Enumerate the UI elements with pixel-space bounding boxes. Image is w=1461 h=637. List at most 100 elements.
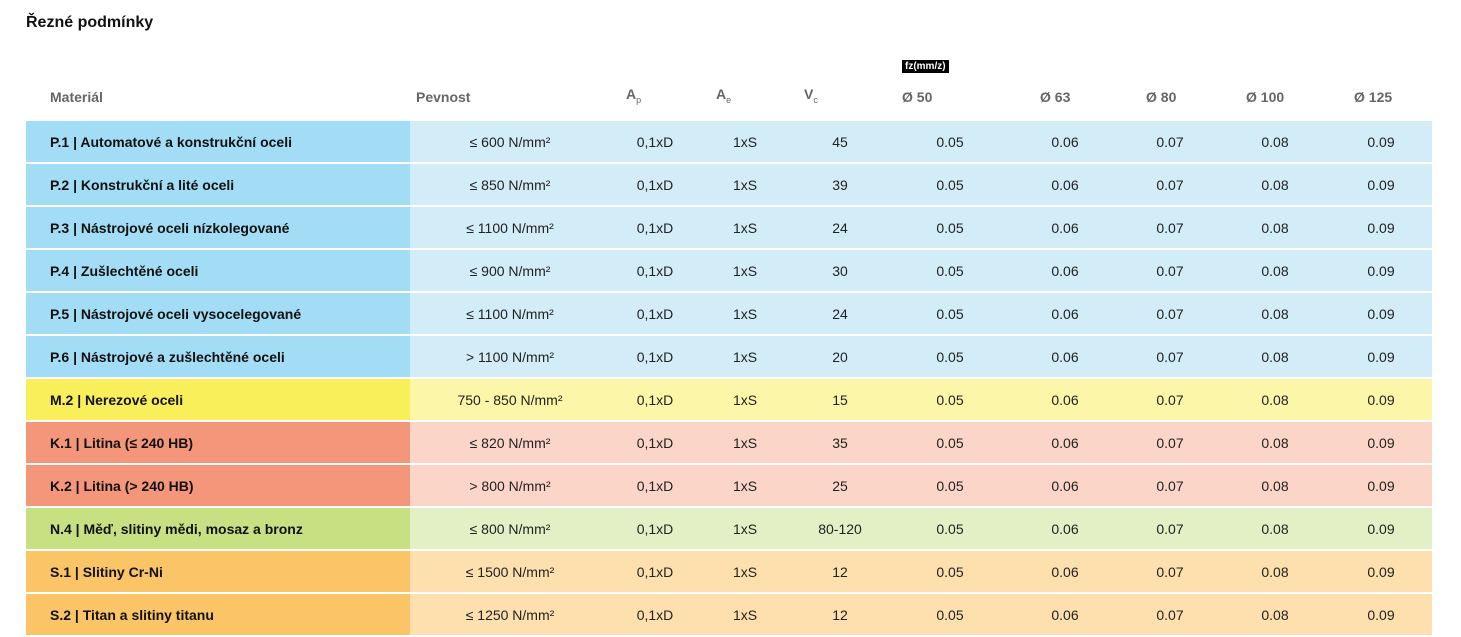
cell-d50: 0.05 (890, 594, 1010, 635)
cell-ae: 1xS (700, 551, 790, 592)
cell-d100: 0.08 (1220, 293, 1330, 334)
cell-d125: 0.09 (1330, 164, 1432, 205)
cell-ae: 1xS (700, 164, 790, 205)
cell-vc: 80-120 (790, 508, 890, 549)
cell-pevnost: ≤ 1100 N/mm² (410, 207, 610, 248)
cell-d63: 0.06 (1010, 379, 1120, 420)
cell-material: P.6 | Nástrojové a zušlechtěné oceli (26, 336, 410, 377)
cell-ap: 0,1xD (610, 250, 700, 291)
cell-d50: 0.05 (890, 422, 1010, 463)
cell-vc: 20 (790, 336, 890, 377)
cell-material: N.4 | Měď, slitiny mědi, mosaz a bronz (26, 508, 410, 549)
cell-d80: 0.07 (1120, 465, 1220, 506)
cell-material: S.1 | Slitiny Cr-Ni (26, 551, 410, 592)
header-row: Materiál Pevnost Ap Ae Vc fz(mm/z) Ø 50 Ø… (26, 60, 1432, 119)
cell-ae: 1xS (700, 465, 790, 506)
cell-ae: 1xS (700, 422, 790, 463)
cell-d50: 0.05 (890, 293, 1010, 334)
cell-d125: 0.09 (1330, 207, 1432, 248)
cell-d50: 0.05 (890, 465, 1010, 506)
cell-d100: 0.08 (1220, 465, 1330, 506)
table-row: M.2 | Nerezové oceli 750 - 850 N/mm² 0,1xD… (26, 379, 1432, 420)
cell-ap: 0,1xD (610, 508, 700, 549)
cell-d63: 0.06 (1010, 121, 1120, 162)
header-ap: Ap (626, 86, 642, 105)
cell-d100: 0.08 (1220, 422, 1330, 463)
cell-vc: 39 (790, 164, 890, 205)
cell-d125: 0.09 (1330, 422, 1432, 463)
cell-vc: 24 (790, 293, 890, 334)
cell-ap: 0,1xD (610, 121, 700, 162)
header-d125: Ø 125 (1354, 89, 1393, 105)
cell-d50: 0.05 (890, 551, 1010, 592)
header-d100: Ø 100 (1246, 89, 1285, 105)
table-row: P.4 | Zušlechtěné oceli ≤ 900 N/mm² 0,1xD 1… (26, 250, 1432, 291)
cell-ap: 0,1xD (610, 422, 700, 463)
cell-material: K.2 | Litina (> 240 HB) (26, 465, 410, 506)
cell-d50: 0.05 (890, 207, 1010, 248)
cell-d80: 0.07 (1120, 422, 1220, 463)
cell-vc: 25 (790, 465, 890, 506)
table-row: P.2 | Konstrukční a lité oceli ≤ 850 N/mm… (26, 164, 1432, 205)
cutting-conditions-table: Materiál Pevnost Ap Ae Vc fz(mm/z) Ø 50 Ø… (26, 58, 1432, 637)
cell-pevnost: ≤ 850 N/mm² (410, 164, 610, 205)
cell-material: K.1 | Litina (≤ 240 HB) (26, 422, 410, 463)
cell-pevnost: ≤ 1250 N/mm² (410, 594, 610, 635)
table-row: P.3 | Nástrojové oceli nízkolegované ≤ 11… (26, 207, 1432, 248)
cell-d80: 0.07 (1120, 336, 1220, 377)
cell-d125: 0.09 (1330, 594, 1432, 635)
fz-label: fz(mm/z) (902, 60, 949, 73)
cell-pevnost: > 1100 N/mm² (410, 336, 610, 377)
cell-d125: 0.09 (1330, 551, 1432, 592)
cell-material: P.1 | Automatové a konstrukční oceli (26, 121, 410, 162)
cell-d125: 0.09 (1330, 508, 1432, 549)
cell-ae: 1xS (700, 379, 790, 420)
cell-material: S.2 | Titan a slitiny titanu (26, 594, 410, 635)
table-row: P.6 | Nástrojové a zušlechtěné oceli > 11… (26, 336, 1432, 377)
cell-d80: 0.07 (1120, 551, 1220, 592)
cell-pevnost: ≤ 1100 N/mm² (410, 293, 610, 334)
cell-d80: 0.07 (1120, 379, 1220, 420)
cell-d50: 0.05 (890, 250, 1010, 291)
cell-d80: 0.07 (1120, 594, 1220, 635)
cell-pevnost: > 800 N/mm² (410, 465, 610, 506)
cell-ae: 1xS (700, 121, 790, 162)
cell-d50: 0.05 (890, 336, 1010, 377)
table-row: P.1 | Automatové a konstrukční oceli ≤ 60… (26, 121, 1432, 162)
table-row: S.2 | Titan a slitiny titanu ≤ 1250 N/mm²… (26, 594, 1432, 635)
header-d63: Ø 63 (1040, 89, 1071, 105)
header-ae: Ae (716, 86, 732, 105)
cell-d50: 0.05 (890, 379, 1010, 420)
cell-d63: 0.06 (1010, 551, 1120, 592)
cell-d100: 0.08 (1220, 594, 1330, 635)
cell-d80: 0.07 (1120, 293, 1220, 334)
cell-material: P.5 | Nástrojové oceli vysocelegované (26, 293, 410, 334)
table-row: N.4 | Měď, slitiny mědi, mosaz a bronz ≤ … (26, 508, 1432, 549)
header-vc: Vc (804, 86, 818, 105)
cell-ae: 1xS (700, 207, 790, 248)
cell-pevnost: ≤ 1500 N/mm² (410, 551, 610, 592)
cell-d63: 0.06 (1010, 594, 1120, 635)
cell-ap: 0,1xD (610, 465, 700, 506)
cell-d100: 0.08 (1220, 164, 1330, 205)
header-d50: fz(mm/z) Ø 50 (890, 60, 1010, 119)
cell-d100: 0.08 (1220, 379, 1330, 420)
cell-d100: 0.08 (1220, 207, 1330, 248)
cell-ap: 0,1xD (610, 594, 700, 635)
cell-d63: 0.06 (1010, 336, 1120, 377)
cell-material: P.2 | Konstrukční a lité oceli (26, 164, 410, 205)
cell-d125: 0.09 (1330, 250, 1432, 291)
cell-d100: 0.08 (1220, 336, 1330, 377)
cell-ae: 1xS (700, 336, 790, 377)
cell-material: P.4 | Zušlechtěné oceli (26, 250, 410, 291)
header-material: Materiál (50, 89, 103, 105)
cell-d80: 0.07 (1120, 164, 1220, 205)
cell-d100: 0.08 (1220, 508, 1330, 549)
cell-ae: 1xS (700, 250, 790, 291)
cell-vc: 45 (790, 121, 890, 162)
cell-d80: 0.07 (1120, 121, 1220, 162)
cell-ap: 0,1xD (610, 207, 700, 248)
cell-ap: 0,1xD (610, 336, 700, 377)
cell-d63: 0.06 (1010, 207, 1120, 248)
cell-d63: 0.06 (1010, 422, 1120, 463)
